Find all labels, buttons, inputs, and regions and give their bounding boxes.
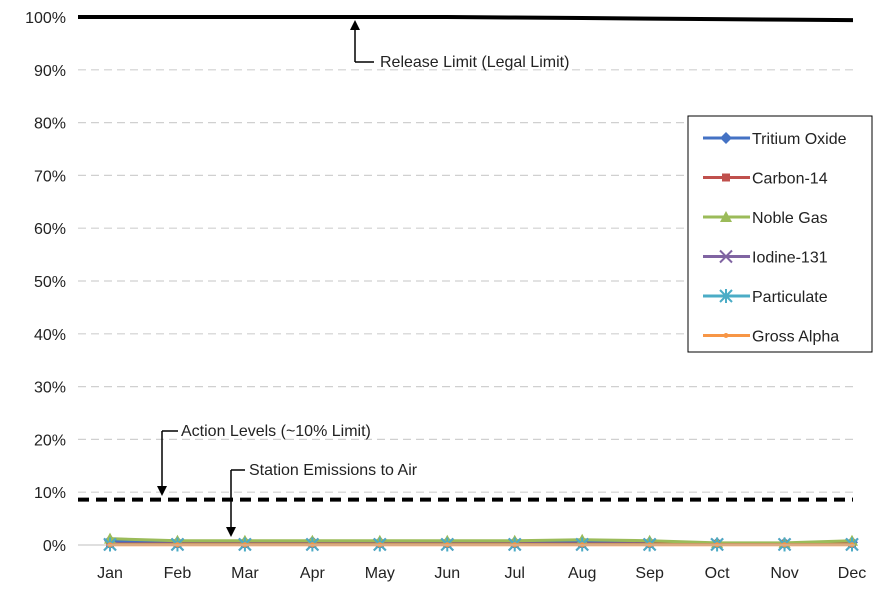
y-tick-label: 40% [34, 327, 66, 344]
station-emissions-label: Station Emissions to Air [249, 462, 418, 479]
y-tick-label: 30% [34, 380, 66, 397]
legend-label: Noble Gas [752, 210, 828, 227]
series-layer [103, 532, 859, 552]
y-tick-label: 50% [34, 274, 66, 291]
y-tick-label: 10% [34, 485, 66, 502]
x-tick-label: Dec [838, 565, 866, 582]
x-tick-label: Mar [231, 565, 259, 582]
legend-entry: Gross Alpha [703, 329, 839, 346]
legend-entry: Tritium Oxide [703, 131, 847, 148]
y-tick-label: 20% [34, 432, 66, 449]
x-tick-label: Jul [505, 565, 525, 582]
x-tick-label: Jan [97, 565, 123, 582]
legend-label: Tritium Oxide [752, 131, 847, 148]
release-limit-line [78, 15, 853, 23]
y-tick-label: 100% [25, 10, 66, 27]
legend-entry: Carbon-14 [703, 171, 828, 188]
action-levels-arrow-head [157, 486, 167, 496]
y-tick-label: 70% [34, 168, 66, 185]
legend-entry: Particulate [703, 289, 828, 306]
legend: Tritium Oxide Carbon-14 Noble Gas Iodine-13… [687, 115, 873, 353]
x-tick-label: Feb [164, 565, 192, 582]
y-tick-label: 60% [34, 221, 66, 238]
legend-label: Iodine-131 [752, 250, 828, 267]
action-levels-label: Action Levels (~10% Limit) [181, 423, 371, 440]
legend-label: Gross Alpha [752, 329, 839, 346]
station-emissions-arrow-head [226, 527, 236, 537]
y-tick-label: 90% [34, 63, 66, 80]
axis-layer: 0% 10% 20% 30% 40% 50% 60% 70% 80% 90% 100% Jan Feb M… [25, 10, 866, 582]
x-tick-label: Nov [770, 565, 798, 582]
data-point [719, 289, 733, 303]
x-tick-label: Oct [705, 565, 730, 582]
legend-label: Carbon-14 [752, 171, 828, 188]
data-point [720, 211, 732, 222]
legend-label: Particulate [752, 289, 828, 306]
legend-entry: Iodine-131 [703, 250, 828, 267]
x-tick-label: Sep [635, 565, 664, 582]
legend-box [687, 115, 873, 353]
x-tick-label: May [365, 565, 395, 582]
series-line [109, 537, 853, 545]
data-point [723, 333, 729, 338]
y-tick-label: 80% [34, 116, 66, 133]
y-tick-label: 0% [43, 538, 66, 555]
data-point-stroke [719, 249, 733, 264]
legend-entry: Noble Gas [703, 210, 828, 227]
annotation-layer: Release Limit (Legal Limit) Action Levels… [157, 20, 569, 537]
x-tick-label: Jun [434, 565, 460, 582]
data-point [722, 173, 730, 182]
release-limit-label: Release Limit (Legal Limit) [380, 54, 569, 71]
x-tick-label: Apr [300, 565, 326, 582]
reference-lines [78, 15, 853, 502]
release-limit-arrow-head [350, 20, 360, 30]
data-point [720, 132, 732, 144]
x-tick-label: Aug [568, 565, 596, 582]
data-point [719, 249, 733, 264]
